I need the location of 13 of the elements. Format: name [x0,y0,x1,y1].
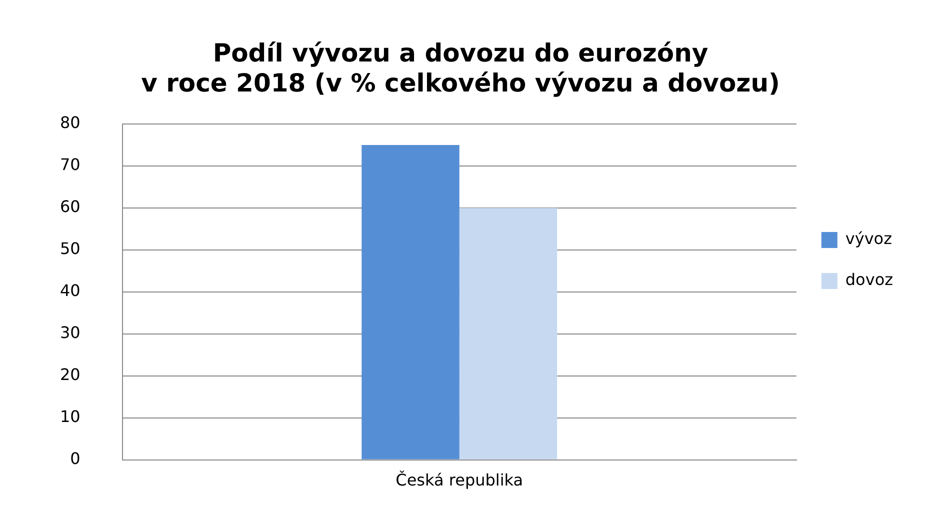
y-tick-label: 60 [60,197,80,216]
y-tick-label: 80 [60,113,80,132]
y-tick-label: 50 [60,239,80,258]
chart-title: Podíl vývozu a dovozu do eurozóny v roce 2018 (v % celkového vývozu a dovozu) [141,38,780,98]
y-tick-label: 0 [70,448,80,468]
legend-label: dovoz [845,270,894,290]
y-tick-label: 20 [60,365,80,384]
y-tick-label: 70 [60,155,80,174]
y-tick-label: 30 [60,323,80,342]
x-tick-label: Česká republika [396,470,524,490]
y-tick-label: 40 [60,281,80,300]
y-tick-label: 10 [60,406,80,426]
legend-label: vývoz [845,229,892,248]
